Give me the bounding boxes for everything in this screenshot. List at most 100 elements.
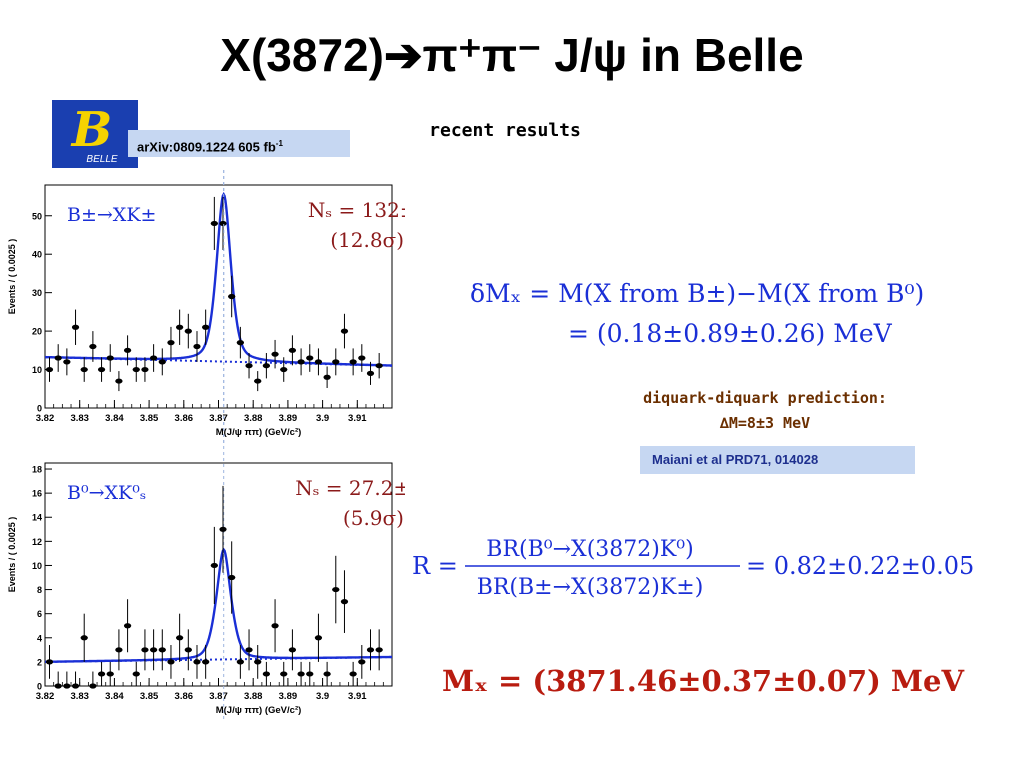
data-point [254, 371, 262, 392]
data-marker [202, 659, 210, 665]
ratio-lhs: R = [412, 552, 458, 580]
data-point [288, 335, 297, 366]
data-marker [262, 363, 270, 369]
data-marker [202, 324, 210, 330]
data-marker [184, 647, 192, 653]
y-axis-label: Events / ( 0.0025 ) [7, 239, 17, 315]
data-point [45, 357, 54, 382]
data-point [262, 353, 270, 379]
data-point [158, 348, 166, 376]
data-marker [193, 343, 201, 350]
arxiv-reference: arXiv:0809.1224 605 fb-1 [128, 130, 350, 157]
data-marker [63, 683, 71, 689]
y-tick-label: 10 [32, 365, 42, 375]
belle-logo: B BELLE [52, 100, 138, 168]
y-tick-label: 14 [32, 513, 42, 523]
y-tick-label: 0 [37, 404, 42, 414]
x-tick-label: 3.88 [244, 413, 263, 424]
slide-title: X(3872)➔π⁺π⁻ J/ψ in Belle [220, 29, 804, 81]
data-point [236, 326, 244, 359]
data-point [332, 348, 340, 376]
data-marker [132, 671, 140, 677]
data-marker [245, 363, 253, 369]
plot-charged: 0 10 20 30 40 50 3.82 3.83 3.84 3.85 3.86 3.87 3.88 3… [7, 170, 405, 444]
data-point [358, 645, 366, 679]
data-point [80, 357, 88, 382]
y-tick-label: 16 [32, 489, 42, 499]
data-marker [71, 683, 80, 689]
data-point [323, 661, 331, 686]
data-marker [306, 355, 314, 361]
delta-m-line1: δMₓ = M(X from B±)−M(X from B⁰) [470, 279, 924, 308]
data-point [340, 570, 349, 633]
data-point [340, 313, 349, 349]
data-marker [228, 574, 236, 581]
data-point [228, 541, 236, 614]
data-marker [63, 359, 71, 365]
data-marker [236, 659, 244, 665]
data-marker [219, 526, 227, 532]
data-marker [375, 647, 383, 653]
data-marker [141, 647, 149, 653]
data-point [202, 645, 210, 679]
x-tick-label: 3.86 [175, 413, 194, 424]
data-point [89, 331, 97, 362]
data-marker [89, 683, 97, 689]
data-marker [219, 220, 227, 227]
data-point [228, 275, 236, 318]
data-point [366, 629, 375, 671]
data-point [80, 613, 88, 662]
data-point [132, 661, 140, 686]
data-point [306, 344, 314, 372]
data-point [158, 629, 166, 671]
data-marker [97, 671, 106, 677]
data-marker [184, 328, 192, 334]
y-tick-label: 40 [32, 250, 42, 260]
data-marker [210, 220, 218, 227]
data-point [115, 629, 123, 671]
data-marker [297, 359, 305, 365]
data-marker [271, 351, 279, 357]
y-tick-label: 30 [32, 288, 42, 298]
y-tick-label: 50 [32, 211, 42, 221]
x-tick-label: 3.9 [316, 691, 329, 702]
diquark-line1: diquark-diquark prediction: [643, 389, 887, 407]
data-marker [245, 647, 253, 653]
data-marker [150, 355, 158, 361]
data-point [271, 339, 279, 369]
data-point [123, 335, 132, 366]
data-point [245, 629, 253, 671]
data-point [349, 348, 357, 376]
data-marker [358, 355, 366, 361]
data-marker [54, 355, 62, 361]
diquark-line2: ∆M=8±3 MeV [719, 414, 811, 432]
data-marker [193, 659, 201, 665]
data-marker [236, 340, 244, 346]
data-marker [323, 671, 331, 677]
y-tick-label: 4 [37, 633, 42, 643]
data-marker [176, 635, 184, 641]
data-point [193, 331, 201, 362]
data-point [54, 671, 62, 689]
data-point [63, 348, 71, 376]
x-tick-label: 3.89 [279, 413, 298, 424]
data-marker [271, 623, 279, 629]
data-marker [306, 671, 314, 677]
data-point [150, 629, 158, 671]
ratio-rhs: = 0.82±0.22±0.05 [746, 552, 974, 580]
data-marker [45, 366, 54, 373]
data-point [97, 661, 106, 686]
mass-result: Mₓ = (3871.46±0.37±0.07) MeV [442, 664, 964, 698]
data-point [245, 353, 253, 379]
data-marker [340, 599, 349, 605]
data-marker [176, 324, 184, 330]
plot-neutral: 0 2 4 6 8 10 12 14 16 18 3.82 3.83 3.84 3.85 3.86 3.87 3… [7, 170, 405, 722]
data-marker [132, 366, 140, 373]
data-point [288, 629, 297, 671]
data-point [71, 309, 80, 345]
significance: (5.9σ) [343, 506, 404, 530]
x-tick-label: 3.82 [36, 413, 55, 424]
y-tick-label: 10 [32, 561, 42, 571]
x-tick-label: 3.9 [316, 413, 329, 424]
